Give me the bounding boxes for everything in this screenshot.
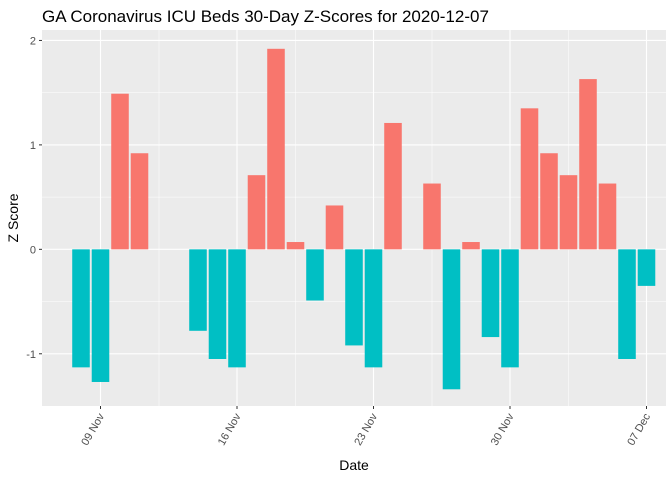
chart-title: GA Coronavirus ICU Beds 30-Day Z-Scores …	[42, 7, 489, 26]
x-tick-label: 30 Nov	[489, 411, 517, 448]
bar	[462, 242, 480, 250]
x-tick-label: 23 Nov	[352, 411, 380, 448]
bar	[286, 242, 305, 250]
y-axis-title: Z Score	[5, 193, 21, 242]
bar	[72, 249, 90, 368]
bar	[208, 249, 227, 359]
bar	[247, 175, 266, 250]
y-tick-label: 1	[30, 140, 36, 152]
y-axis-ticks: -1 0 1 2	[26, 35, 42, 361]
bar	[618, 249, 636, 359]
x-axis-ticks: 09 Nov 16 Nov 23 Nov 30 Nov 07 Dec	[79, 406, 653, 448]
bar	[384, 122, 402, 250]
bar	[598, 183, 617, 250]
y-tick-label: 0	[30, 244, 36, 256]
bar	[442, 249, 461, 390]
bar	[345, 249, 363, 346]
x-tick-label: 16 Nov	[216, 411, 244, 448]
bar	[325, 205, 344, 250]
bar	[364, 249, 383, 368]
bar	[306, 249, 324, 301]
bar	[130, 153, 149, 250]
bar	[501, 249, 519, 368]
x-axis-title: Date	[339, 457, 369, 473]
bar	[111, 93, 129, 250]
x-tick-label: 07 Dec	[625, 411, 653, 448]
bar	[579, 79, 597, 250]
bars	[72, 48, 656, 390]
bar	[423, 183, 441, 250]
y-tick-label: 2	[30, 35, 36, 47]
bar	[637, 249, 656, 286]
bar	[267, 48, 285, 250]
bar	[520, 108, 539, 250]
bar	[559, 175, 578, 250]
bar	[228, 249, 246, 368]
y-tick-label: -1	[26, 349, 36, 361]
x-tick-label: 09 Nov	[79, 411, 107, 448]
bar	[481, 249, 500, 338]
bar	[189, 249, 207, 331]
bar	[91, 249, 110, 382]
bar	[540, 153, 558, 250]
